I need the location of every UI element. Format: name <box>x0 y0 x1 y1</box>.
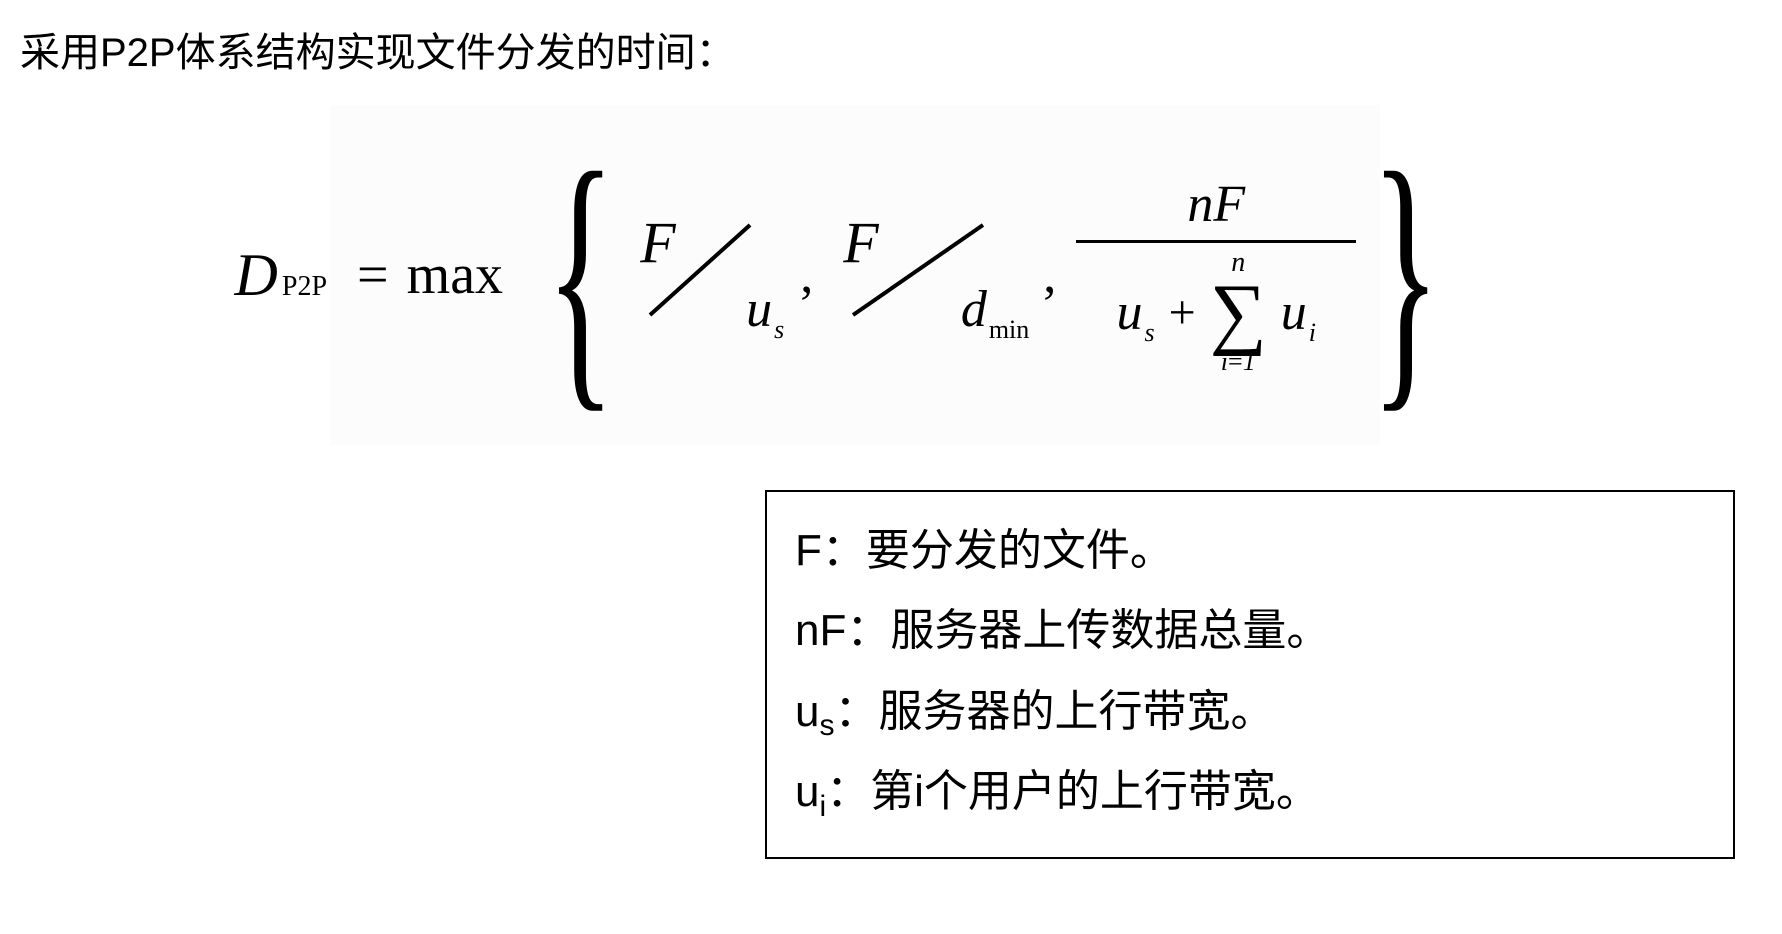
sigma-lower-val: 1 <box>1243 347 1256 376</box>
term1-denominator: u s <box>746 280 784 339</box>
legend-row-0: F：要分发的文件。 <box>795 512 1705 592</box>
term2-den-sub: min <box>989 315 1029 345</box>
legend-desc-3: 第i个用户的上行带宽。 <box>870 767 1320 816</box>
sigma-symbol: ∑ <box>1210 277 1267 349</box>
legend-colon-0: ： <box>822 526 866 575</box>
term3-ui-sub: i <box>1309 318 1316 348</box>
legend-box: F：要分发的文件。 nF：服务器上传数据总量。 us：服务器的上行带宽。 ui：… <box>765 490 1735 859</box>
formula-region: D P2P = max { F u s , F d min <box>330 105 1380 445</box>
legend-row-2: us：服务器的上行带宽。 <box>795 673 1705 753</box>
lhs-symbol: D <box>235 241 278 310</box>
legend-sym-0: F <box>795 526 822 575</box>
term3-us: u s <box>1117 283 1155 342</box>
page-heading: 采用P2P体系结构实现文件分发的时间： <box>20 20 736 78</box>
legend-colon-2: ： <box>834 687 878 736</box>
legend-row-3: ui：第i个用户的上行带宽。 <box>795 753 1705 833</box>
legend-sym-3: u <box>795 767 819 816</box>
sigma-lower-eq: = <box>1228 347 1243 376</box>
sigma-lower-var: i <box>1221 347 1228 376</box>
legend-desc-0: 要分发的文件。 <box>866 526 1174 575</box>
plus-sign: + <box>1169 285 1196 340</box>
comma-1: , <box>800 246 813 305</box>
term3-numerator: nF <box>1179 175 1253 240</box>
legend-desc-2: 服务器的上行带宽。 <box>878 687 1274 736</box>
term3-us-sub: s <box>1145 318 1155 348</box>
term1-den-base: u <box>746 280 772 339</box>
term3-fraction: nF u s + n ∑ i=1 <box>1076 175 1356 375</box>
brace-right: } <box>1371 159 1441 391</box>
term3-us-base: u <box>1117 283 1143 342</box>
equals-sign: = <box>357 243 389 307</box>
term3-denominator: u s + n ∑ i=1 u i <box>1117 243 1316 375</box>
sigma-block: n ∑ i=1 <box>1210 249 1267 375</box>
formula-lhs: D P2P <box>235 241 328 310</box>
legend-colon-3: ： <box>826 767 870 816</box>
term3-ui: u i <box>1281 283 1316 342</box>
comma-2: , <box>1043 246 1056 305</box>
term2-fraction: F d min <box>833 205 1023 345</box>
formula-inner: D P2P = max { F u s , F d min <box>330 159 1380 391</box>
sigma-lower: i=1 <box>1221 349 1256 375</box>
legend-desc-1: 服务器上传数据总量。 <box>890 606 1330 655</box>
legend-sym-1: nF <box>795 606 846 655</box>
legend-row-1: nF：服务器上传数据总量。 <box>795 592 1705 672</box>
term2-denominator: d min <box>961 280 1029 339</box>
legend-sub-3: i <box>819 790 826 823</box>
term2-den-base: d <box>961 280 987 339</box>
lhs-subscript: P2P <box>282 271 327 303</box>
term1-fraction: F u s <box>630 205 780 345</box>
legend-sub-2: s <box>819 709 834 742</box>
legend-colon-1: ： <box>846 606 890 655</box>
term3-ui-base: u <box>1281 283 1307 342</box>
brace-left: { <box>546 159 616 391</box>
legend-sym-2: u <box>795 687 819 736</box>
formula-args: F u s , F d min , nF <box>630 175 1356 375</box>
max-function: max <box>407 243 503 307</box>
term1-den-sub: s <box>774 315 784 345</box>
